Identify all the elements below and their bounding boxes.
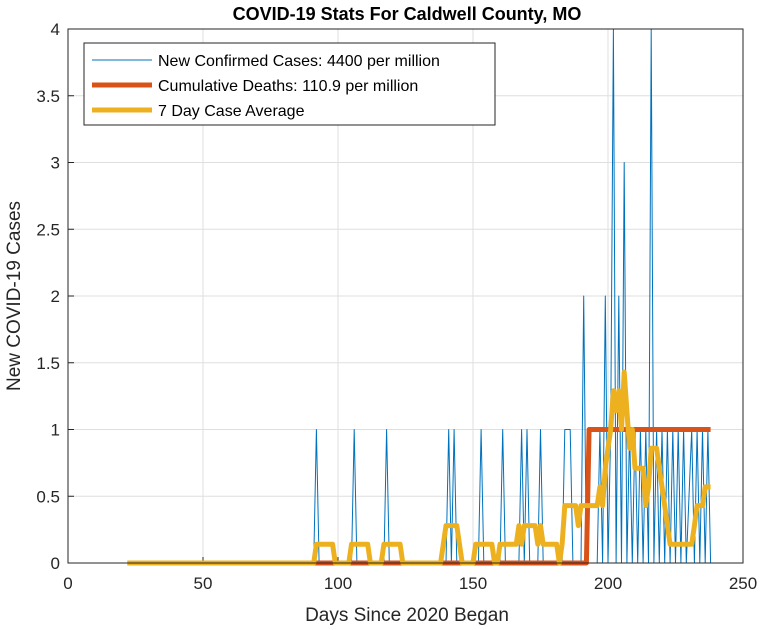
x-tick-label: 200 [594, 574, 622, 593]
y-tick-label: 0.5 [36, 487, 60, 506]
x-tick-label: 0 [63, 574, 72, 593]
x-tick-label: 50 [194, 574, 213, 593]
x-tick-label: 250 [729, 574, 757, 593]
y-tick-label: 3 [51, 154, 60, 173]
x-tick-label: 150 [459, 574, 487, 593]
legend-label-new-cases: New Confirmed Cases: 4400 per million [158, 53, 440, 70]
tick-labels: 0 50 100 150 200 250 0 0.5 1 1.5 2 2.5 3 3.5 4 [36, 20, 757, 593]
legend: New Confirmed Cases: 4400 per million Cu… [83, 42, 496, 126]
legend-label-7-day-average: 7 Day Case Average [158, 103, 305, 120]
plot-area-border [67, 28, 744, 564]
y-tick-label: 2 [51, 287, 60, 306]
y-axis-label: New COVID-19 Cases [4, 201, 25, 391]
y-tick-label: 2.5 [36, 220, 60, 239]
legend-box [83, 42, 496, 126]
y-tick-label: 1 [51, 421, 60, 440]
y-tick-label: 3.5 [36, 87, 60, 106]
series-7-day-average [127, 369, 711, 566]
x-tick-label: 100 [324, 574, 352, 593]
y-tick-label: 0 [51, 554, 60, 573]
y-tick-label: 4 [51, 20, 60, 39]
legend-label-cumulative-deaths: Cumulative Deaths: 110.9 per million [158, 78, 418, 95]
chart-title: COVID-19 Stats For Caldwell County, MO [233, 4, 582, 24]
y-tick-label: 1.5 [36, 354, 60, 373]
x-axis-label: Days Since 2020 Began [305, 605, 509, 626]
